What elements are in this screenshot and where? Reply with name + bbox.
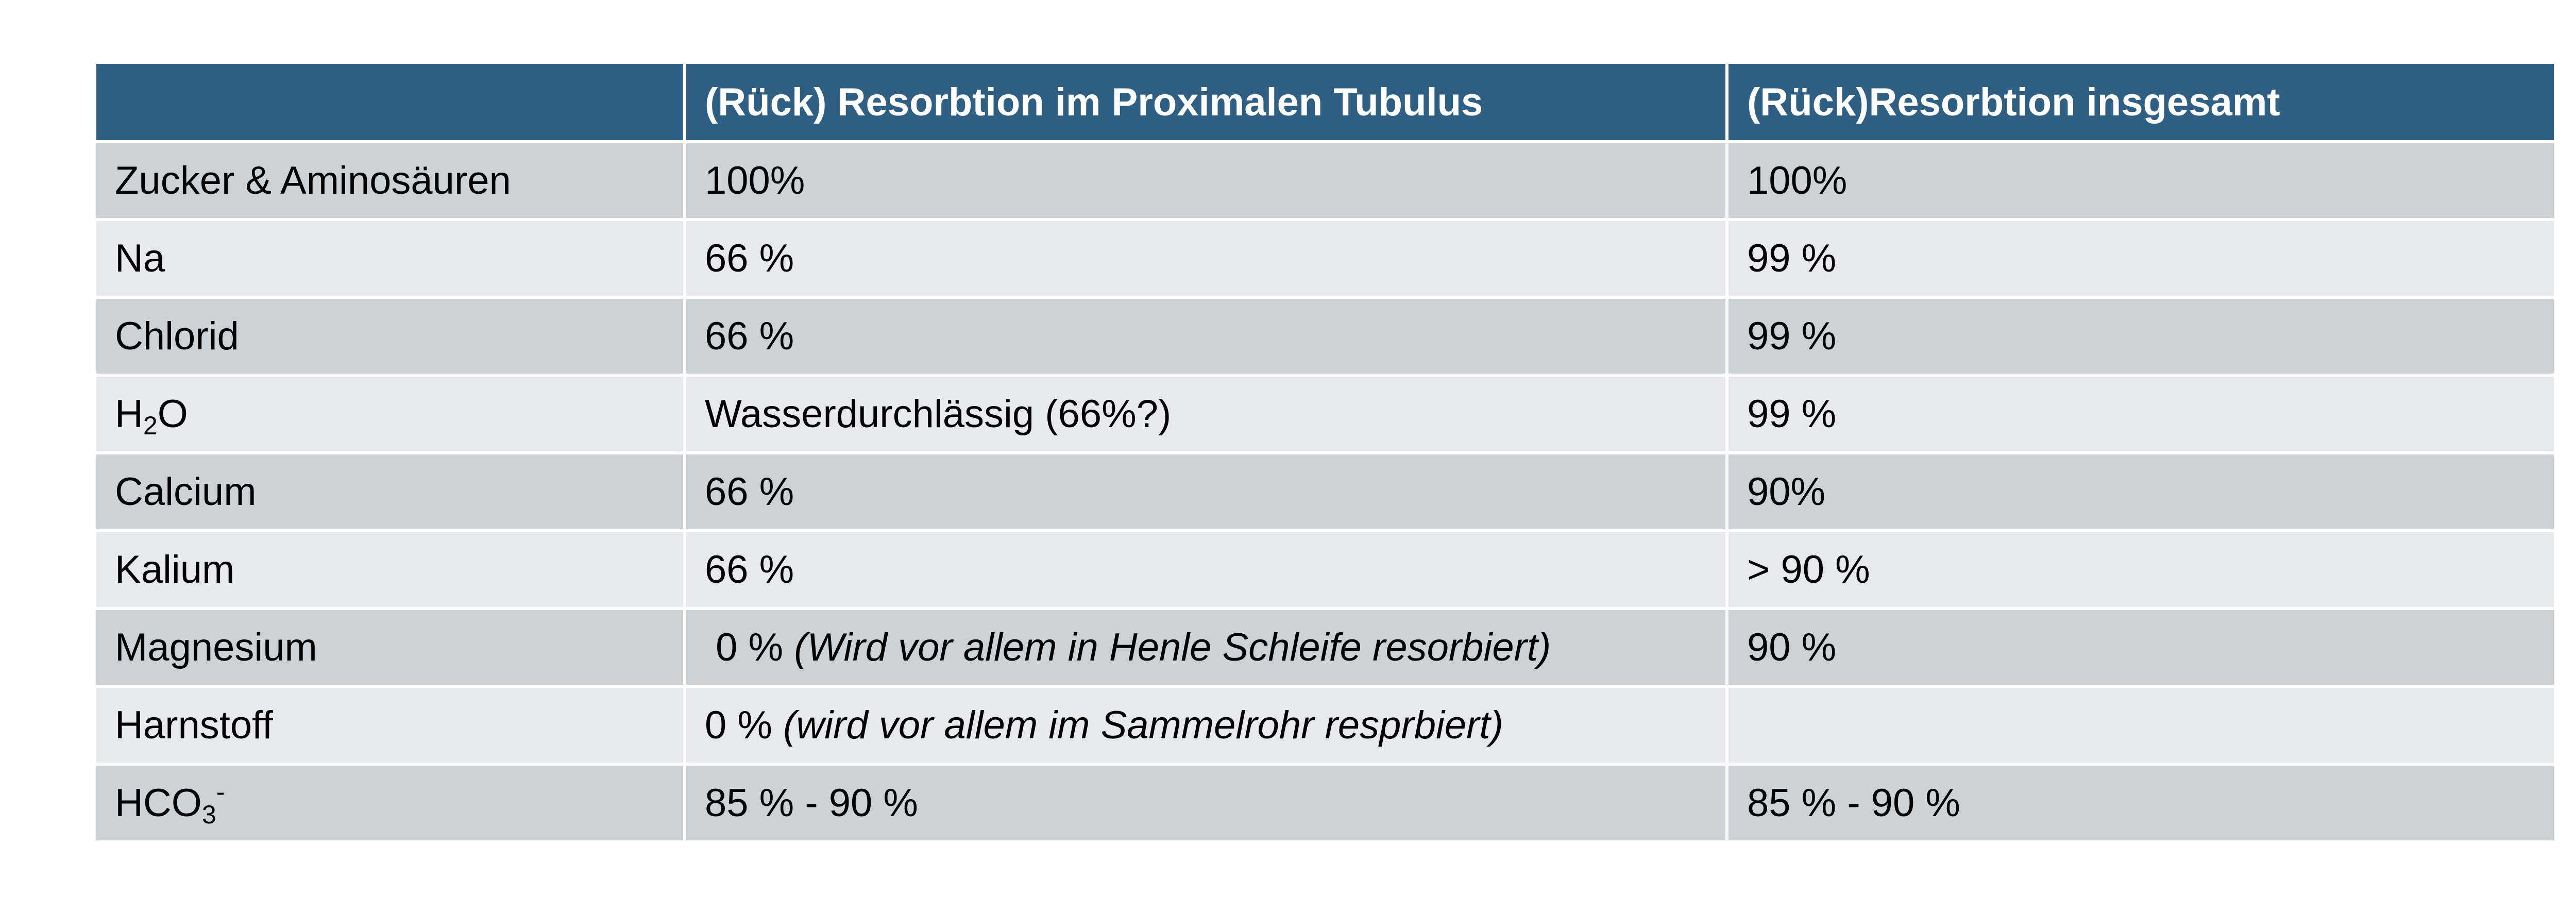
- proximal-cell: 100%: [683, 140, 1728, 221]
- table-row: Zucker & Aminosäuren 100% 100%: [96, 140, 2554, 221]
- total-cell: 90 %: [1725, 607, 2554, 688]
- substance-cell: Zucker & Aminosäuren: [96, 140, 686, 221]
- header-total: (Rück)Resorbtion insgesamt: [1725, 64, 2554, 143]
- table-row: Kalium 66 % > 90 %: [96, 529, 2554, 610]
- proximal-cell: 66 %: [683, 218, 1728, 299]
- table-row: Calcium 66 % 90%: [96, 451, 2554, 532]
- substance-cell: Magnesium: [96, 607, 686, 688]
- proximal-cell: 66 %: [683, 529, 1728, 610]
- substance-formula-base: H: [115, 392, 143, 436]
- proximal-value: 0 %: [705, 703, 784, 747]
- total-cell: 99 %: [1725, 296, 2554, 377]
- table-header-row: (Rück) Resorbtion im Proximalen Tubulus …: [96, 64, 2554, 143]
- substance-formula-base: HCO: [115, 781, 202, 825]
- table-row: Na 66 % 99 %: [96, 218, 2554, 299]
- proximal-cell: 66 %: [683, 296, 1728, 377]
- table-row: Magnesium 0 % (Wird vor allem in Henle S…: [96, 607, 2554, 688]
- table-row: H2O Wasserdurchlässig (66%?) 99 %: [96, 374, 2554, 454]
- table-row: Chlorid 66 % 99 %: [96, 296, 2554, 377]
- resorption-table: (Rück) Resorbtion im Proximalen Tubulus …: [96, 64, 2554, 840]
- substance-cell: Na: [96, 218, 686, 299]
- proximal-cell: 66 %: [683, 451, 1728, 532]
- substance-formula-subscript: 3: [201, 800, 216, 829]
- proximal-value: 0 %: [705, 626, 794, 669]
- proximal-cell: 0 % (wird vor allem im Sammelrohr resprb…: [683, 685, 1728, 766]
- proximal-cell: 85 % - 90 %: [683, 763, 1728, 840]
- table-row: Harnstoff 0 % (wird vor allem im Sammelr…: [96, 685, 2554, 766]
- substance-cell: Kalium: [96, 529, 686, 610]
- total-cell: 90%: [1725, 451, 2554, 532]
- substance-cell: H2O: [96, 374, 686, 454]
- total-cell: 85 % - 90 %: [1725, 763, 2554, 840]
- proximal-cell: Wasserdurchlässig (66%?): [683, 374, 1728, 454]
- table-row: HCO3- 85 % - 90 % 85 % - 90 %: [96, 763, 2554, 840]
- header-proximal-tubulus: (Rück) Resorbtion im Proximalen Tubulus: [683, 64, 1728, 143]
- header-substance: [96, 64, 686, 143]
- substance-cell: Chlorid: [96, 296, 686, 377]
- total-cell: 99 %: [1725, 218, 2554, 299]
- total-cell: 100%: [1725, 140, 2554, 221]
- substance-formula-tail: O: [157, 392, 188, 436]
- substance-formula-subscript: 2: [143, 411, 158, 440]
- proximal-note: (Wird vor allem in Henle Schleife resorb…: [794, 626, 1551, 669]
- total-cell: 99 %: [1725, 374, 2554, 454]
- total-cell: [1725, 685, 2554, 766]
- substance-cell: HCO3-: [96, 763, 686, 840]
- substance-cell: Calcium: [96, 451, 686, 532]
- proximal-cell: 0 % (Wird vor allem in Henle Schleife re…: [683, 607, 1728, 688]
- substance-cell: Harnstoff: [96, 685, 686, 766]
- substance-formula-superscript: -: [216, 778, 225, 806]
- proximal-note: (wird vor allem im Sammelrohr resprbiert…: [783, 703, 1503, 747]
- total-cell: > 90 %: [1725, 529, 2554, 610]
- resorption-table-container: (Rück) Resorbtion im Proximalen Tubulus …: [96, 64, 2554, 840]
